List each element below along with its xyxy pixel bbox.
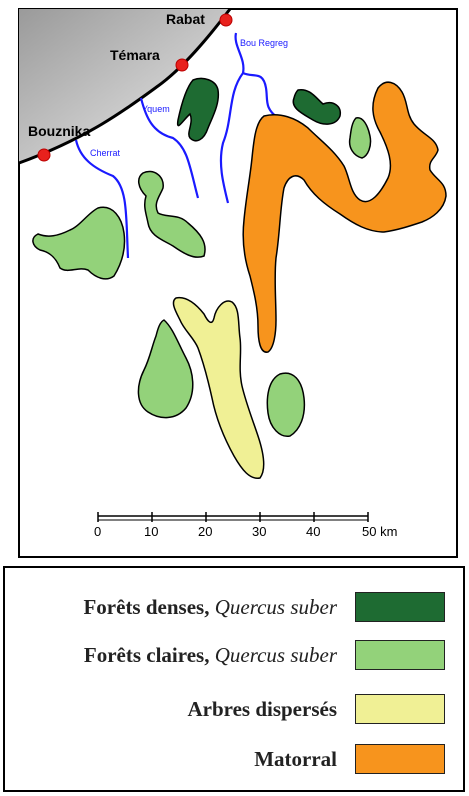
scale-label: 30 — [252, 524, 266, 539]
dense-forest-patch — [176, 77, 220, 142]
river-bou-regreg — [219, 32, 245, 204]
scale-label: 20 — [198, 524, 212, 539]
open-forest-patch — [348, 117, 372, 159]
legend-label: Matorral — [254, 746, 337, 771]
matorral-area — [242, 81, 447, 353]
legend-swatch-open-forest — [355, 640, 445, 670]
sea-area — [19, 9, 230, 163]
legend-item-scattered-trees: Arbres dispersés — [187, 694, 445, 724]
river-cherrat — [74, 139, 130, 259]
rivers — [74, 32, 279, 259]
river-label-bou-regreg: Bou Regreg — [240, 38, 288, 48]
open-forest-areas — [32, 117, 372, 437]
city-marker-temara[interactable] — [175, 58, 189, 72]
legend-swatch-matorral — [355, 744, 445, 774]
city-marker-bouznika[interactable] — [37, 148, 51, 162]
scale-label: 40 — [306, 524, 320, 539]
dense-forest-patch — [292, 89, 342, 125]
scale-label: 0 — [94, 524, 101, 539]
legend-species: Quercus suber — [214, 594, 337, 619]
map: Rabat Témara Bouznika Bou Regreg Yquem C… — [18, 8, 458, 558]
open-forest-patch — [138, 170, 206, 258]
legend-label: Arbres dispersés — [187, 696, 337, 721]
legend-item-open-forest: Forêts claires, Quercus suber — [84, 640, 445, 670]
river-bou-regreg-branch — [242, 71, 279, 119]
legend-item-dense-forest: Forêts denses, Quercus suber — [83, 592, 445, 622]
legend: Forêts denses, Quercus suber Forêts clai… — [3, 566, 465, 792]
map-canvas: Rabat Témara Bouznika Bou Regreg Yquem C… — [18, 8, 458, 558]
legend-label: Forêts claires, Quercus suber — [83, 642, 337, 667]
coastline — [18, 8, 232, 165]
legend-swatch-scattered-trees — [355, 694, 445, 724]
river-yquem — [139, 97, 200, 199]
legend-swatch-dense-forest — [355, 592, 445, 622]
legend-label: Forêts denses, Quercus suber — [83, 594, 337, 619]
city-label-rabat: Rabat — [166, 11, 205, 27]
river-label-cherrat: Cherrat — [90, 148, 121, 158]
scattered-trees-area — [172, 296, 265, 479]
legend-item-matorral: Matorral — [254, 744, 445, 774]
river-label-yquem: Yquem — [142, 104, 170, 114]
dense-forest-areas — [176, 77, 342, 142]
scale-label: 50 km — [362, 524, 397, 539]
open-forest-patch — [137, 319, 194, 419]
open-forest-patch — [266, 372, 306, 437]
scale-bar: 0 10 20 30 40 50 km — [94, 512, 397, 539]
legend-species: Quercus suber — [214, 642, 337, 667]
city-label-bouznika: Bouznika — [28, 123, 90, 139]
city-label-temara: Témara — [110, 47, 160, 63]
city-marker-rabat[interactable] — [219, 13, 233, 27]
open-forest-patch — [32, 206, 126, 280]
scale-label: 10 — [144, 524, 158, 539]
